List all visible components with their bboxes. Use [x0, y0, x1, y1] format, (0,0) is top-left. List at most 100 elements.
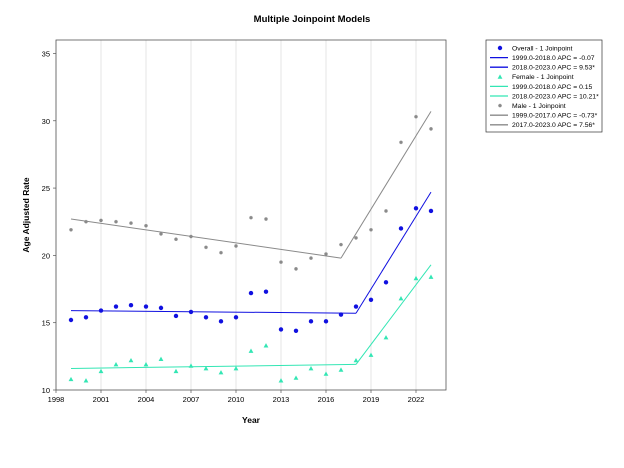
- legend: Overall - 1 Joinpoint 1999.0-2018.0 APC =…: [485, 39, 603, 133]
- legend-label: 1999.0-2018.0 APC = -0.07: [512, 55, 595, 62]
- data-point: [218, 319, 224, 324]
- legend-label: 2018.0-2023.0 APC = 9.53*: [512, 65, 595, 72]
- data-point: [293, 328, 299, 333]
- data-point: [323, 319, 329, 324]
- data-point: [248, 290, 254, 296]
- data-point: [278, 327, 284, 332]
- y-axis-label: Age Adjusted Rate: [21, 177, 31, 253]
- plot-frame: [55, 39, 447, 391]
- data-point: [173, 313, 179, 319]
- data-point: [203, 315, 209, 320]
- legend-label: 1999.0-2017.0 APC = -0.73*: [512, 113, 598, 120]
- data-point: [369, 228, 373, 232]
- fit-segment: [70, 310, 357, 314]
- x-tick-label: 2016: [318, 395, 335, 404]
- x-tick-label: 1998: [48, 395, 65, 404]
- data-point: [249, 215, 253, 220]
- x-tick-label: 2013: [273, 395, 290, 404]
- legend-label: 2018.0-2023.0 APC = 10.21*: [512, 93, 599, 100]
- data-point: [144, 223, 148, 228]
- data-point: [233, 315, 239, 320]
- data-point: [263, 289, 269, 294]
- fit-lines: [70, 111, 432, 369]
- data-point: [218, 370, 224, 375]
- data-point: [323, 371, 329, 376]
- data-point: [84, 219, 88, 224]
- data-point: [353, 304, 359, 309]
- y-axis: 10 15 20 25 30 35: [42, 49, 56, 395]
- data-point: [338, 367, 344, 372]
- data-point: [233, 366, 239, 371]
- data-point: [428, 274, 434, 279]
- data-point: [353, 357, 359, 363]
- data-point: [339, 242, 343, 247]
- legend-label: Female - 1 Joinpoint: [512, 74, 574, 81]
- chart-title: Multiple Joinpoint Models: [254, 14, 371, 25]
- data-point: [383, 280, 389, 285]
- fit-segment: [355, 264, 432, 365]
- data-point: [83, 315, 89, 320]
- data-point: [248, 348, 254, 353]
- data-point: [203, 366, 209, 371]
- fit-segment: [70, 218, 342, 259]
- data-point: [398, 226, 404, 231]
- fit-segment: [340, 111, 432, 259]
- x-tick-label: 2004: [138, 395, 155, 404]
- data-point: [159, 232, 163, 236]
- data-point: [98, 308, 104, 313]
- data-points: [68, 114, 434, 383]
- data-point: [263, 343, 269, 348]
- data-point: [68, 317, 74, 323]
- data-point: [324, 252, 328, 256]
- data-point: [158, 356, 164, 361]
- data-point: [128, 357, 134, 363]
- legend-symbol: [497, 74, 503, 79]
- x-tick-label: 2001: [93, 395, 110, 404]
- y-tick-label: 25: [42, 184, 50, 193]
- data-point: [399, 140, 403, 145]
- data-point: [188, 363, 194, 368]
- data-point: [188, 309, 194, 315]
- legend-symbol: [498, 103, 502, 108]
- data-point: [368, 297, 374, 303]
- x-tick-label: 2019: [363, 395, 380, 404]
- data-point: [143, 362, 149, 367]
- data-point: [68, 376, 74, 382]
- data-point: [189, 234, 193, 239]
- data-point: [128, 302, 134, 308]
- y-tick-label: 20: [42, 251, 50, 260]
- data-point: [309, 256, 313, 260]
- data-point: [83, 378, 89, 383]
- legend-symbol: [497, 45, 503, 51]
- legend-items: Overall - 1 Joinpoint 1999.0-2018.0 APC =…: [490, 45, 599, 129]
- data-point: [293, 375, 299, 380]
- data-point: [114, 219, 118, 224]
- x-tick-label: 2010: [228, 395, 245, 404]
- data-point: [174, 237, 178, 242]
- y-tick-label: 35: [42, 49, 50, 58]
- data-point: [383, 335, 389, 340]
- data-point: [219, 250, 223, 255]
- data-point: [368, 352, 374, 357]
- data-point: [308, 366, 314, 371]
- data-point: [98, 368, 104, 374]
- fit-segment: [355, 191, 432, 314]
- data-point: [264, 217, 268, 221]
- data-point: [279, 260, 283, 264]
- data-point: [338, 312, 344, 317]
- data-point: [204, 245, 208, 250]
- fit-segment: [70, 363, 357, 369]
- y-tick-label: 30: [42, 117, 50, 126]
- data-point: [384, 209, 388, 213]
- data-point: [294, 267, 298, 271]
- data-point: [173, 368, 179, 374]
- data-point: [69, 228, 73, 232]
- data-point: [413, 275, 419, 281]
- legend-label: 2017.0-2023.0 APC = 7.56*: [512, 122, 595, 129]
- data-point: [308, 319, 314, 324]
- data-point: [234, 244, 238, 248]
- y-tick-label: 15: [42, 319, 50, 328]
- x-tick-label: 2022: [408, 395, 425, 404]
- data-point: [354, 236, 358, 240]
- x-tick-label: 2007: [183, 395, 200, 404]
